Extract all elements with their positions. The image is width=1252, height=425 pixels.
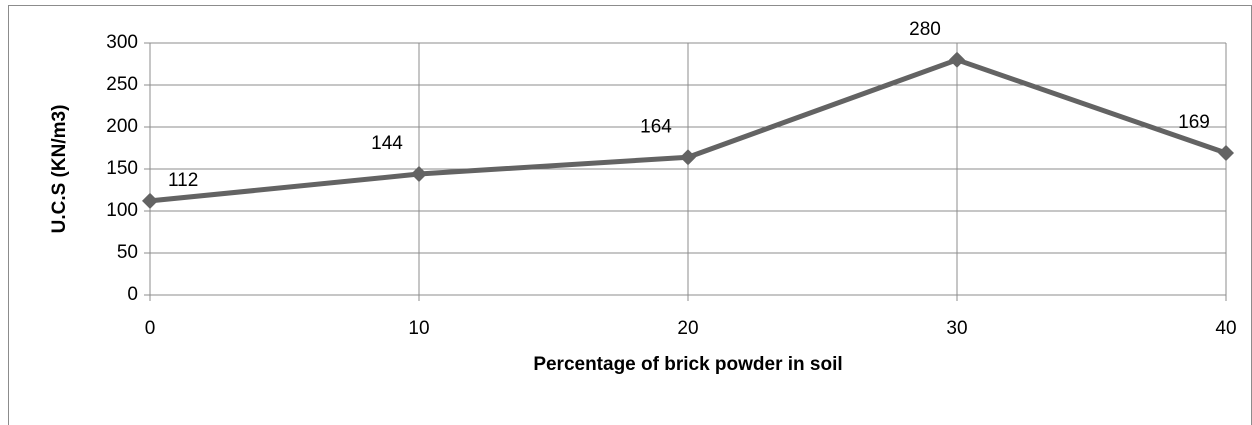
data-label: 280 <box>909 19 941 40</box>
y-tick-label: 50 <box>117 242 138 263</box>
chart-frame <box>8 5 1252 425</box>
data-label: 112 <box>168 170 198 191</box>
y-axis-title: U.C.S (KN/m3) <box>49 105 70 234</box>
data-label: 169 <box>1178 112 1210 133</box>
data-point <box>949 51 965 68</box>
x-tick-label: 0 <box>145 318 156 339</box>
x-tick-label: 20 <box>677 318 698 339</box>
y-tick-label: 150 <box>106 158 138 179</box>
x-axis-title: Percentage of brick powder in soil <box>533 354 842 375</box>
x-tick-label: 10 <box>408 318 429 339</box>
y-tick-label: 300 <box>106 32 138 53</box>
data-point <box>680 149 696 166</box>
y-tick-label: 200 <box>106 116 138 137</box>
data-point <box>411 166 427 183</box>
y-tick-label: 250 <box>106 74 138 95</box>
x-tick-label: 40 <box>1215 318 1236 339</box>
data-label: 144 <box>371 133 403 154</box>
data-point <box>142 192 158 209</box>
y-tick-label: 100 <box>106 200 138 221</box>
x-tick-label: 30 <box>946 318 967 339</box>
data-point <box>1218 145 1234 162</box>
y-tick-label: 0 <box>127 284 138 305</box>
data-label: 164 <box>640 116 672 137</box>
